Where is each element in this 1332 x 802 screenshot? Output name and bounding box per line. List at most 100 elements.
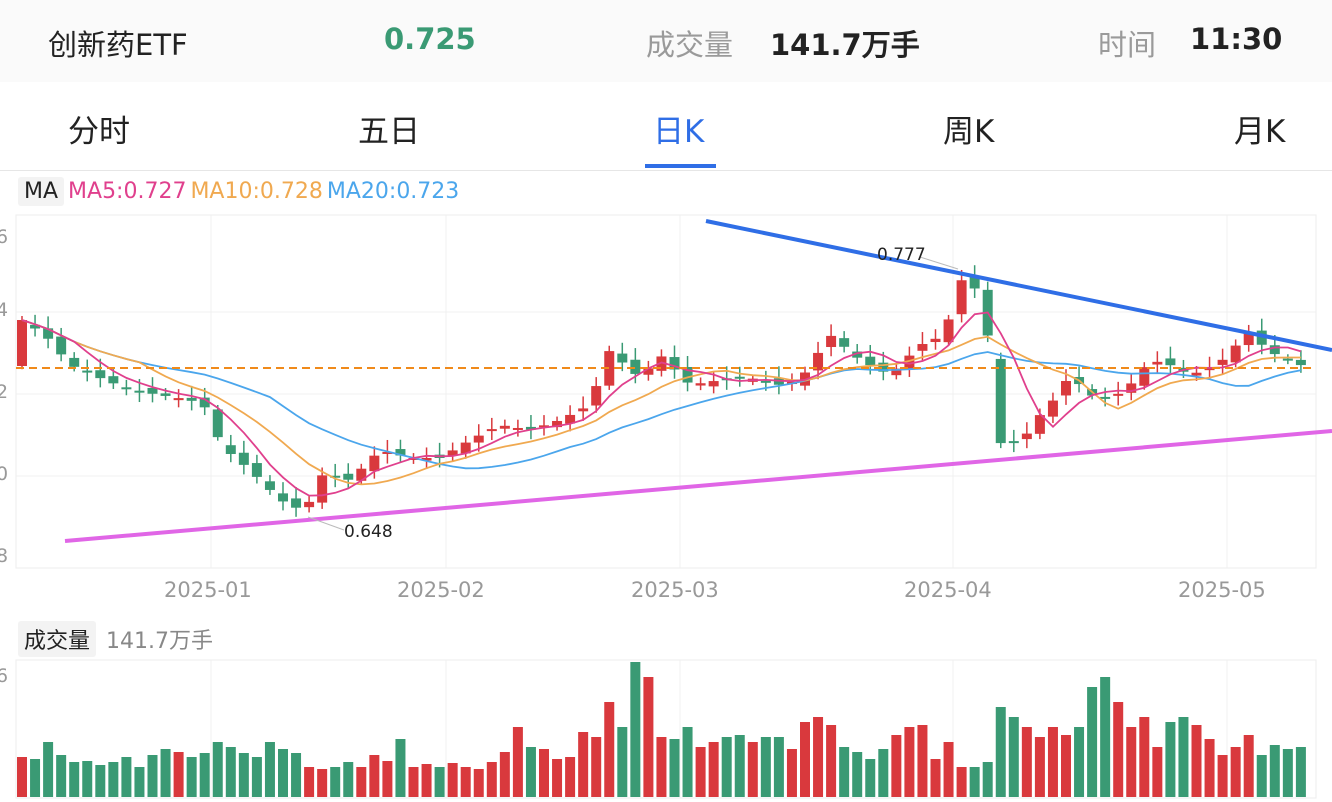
candle <box>395 439 406 463</box>
low-label: 0.648 <box>344 522 393 542</box>
candle <box>95 358 106 388</box>
period-tabs: 分时 五日 日K 周K 月K <box>0 86 1332 171</box>
volume-bar <box>1074 727 1085 797</box>
volume-bar <box>304 767 315 797</box>
volume-bar <box>786 749 797 797</box>
candle <box>43 316 54 349</box>
active-tab-indicator <box>645 164 716 168</box>
candle <box>486 417 497 441</box>
candle <box>447 442 458 463</box>
price-panel-border <box>15 214 1317 569</box>
volume-bar <box>499 752 510 797</box>
candle <box>278 482 288 511</box>
volume-bar <box>904 727 915 797</box>
volume-bar <box>186 757 197 797</box>
candle <box>369 446 380 479</box>
candle <box>1126 374 1137 401</box>
candle <box>421 447 432 470</box>
candle <box>1061 369 1071 405</box>
volume-bar <box>734 735 745 797</box>
ma-indicator-button[interactable]: MA <box>18 177 65 206</box>
volume-bar <box>669 739 680 797</box>
volume-bar <box>30 759 41 797</box>
candle <box>1217 348 1228 374</box>
volume-bar <box>382 761 393 797</box>
candle <box>330 463 341 488</box>
candle <box>525 415 536 440</box>
candle <box>878 351 889 381</box>
volume-bar <box>578 732 589 797</box>
volume-bar <box>721 737 732 797</box>
quote-header: 创新药ETF 0.725 成交量 141.7万手 时间 11:30 <box>0 0 1332 82</box>
candle <box>708 372 719 394</box>
volume-bar <box>747 742 758 797</box>
candle <box>264 475 275 495</box>
support-trendline <box>64 429 1332 543</box>
volume-edge-tick: 6 <box>0 665 8 687</box>
high-label: 0.777 <box>877 245 926 265</box>
price-edge-ticks: 6 4 2 0 8 <box>0 226 8 567</box>
tab-monthly-k[interactable]: 月K <box>1234 114 1286 150</box>
volume-bar <box>95 765 106 797</box>
volume-bar <box>447 763 458 797</box>
volume-bar <box>1139 717 1150 797</box>
candle <box>578 396 589 421</box>
volume-bar <box>1100 677 1111 797</box>
candle <box>734 366 745 387</box>
volume-bar <box>1230 747 1241 797</box>
candle <box>1113 381 1124 406</box>
volume-bar <box>56 755 67 797</box>
candle <box>969 265 980 298</box>
volume-bar <box>108 762 119 797</box>
volume-bar <box>173 752 184 797</box>
volume-bar <box>1152 747 1163 797</box>
candle <box>1282 354 1293 365</box>
volume-bar <box>1269 745 1280 797</box>
candle <box>917 332 928 361</box>
ma10-line <box>21 319 1301 486</box>
volume-bar <box>1047 727 1058 797</box>
candle <box>473 424 484 452</box>
volume-bar <box>408 767 419 797</box>
volume-bar <box>891 735 902 797</box>
y-edge-tick: 8 <box>0 545 8 567</box>
candle <box>891 363 902 380</box>
volume-bar <box>82 761 93 797</box>
volume-bar <box>1178 717 1189 797</box>
candle <box>317 467 328 509</box>
candle <box>826 324 837 357</box>
volume-bar <box>1034 737 1045 797</box>
candle <box>251 454 262 484</box>
tab-daily-k[interactable]: 日K <box>653 114 705 150</box>
tab-intraday[interactable]: 分时 <box>68 114 130 150</box>
candle <box>1139 362 1150 390</box>
volume-bar <box>1165 722 1176 797</box>
volume-bar <box>212 742 223 797</box>
tab-five-day[interactable]: 五日 <box>358 114 420 150</box>
candle <box>552 416 563 431</box>
volume-bar <box>1126 727 1137 797</box>
volume-bar <box>800 722 810 797</box>
candle <box>173 389 184 408</box>
volume-legend-value: 141.7万手 <box>106 629 213 654</box>
resistance-trendline <box>705 219 1332 352</box>
volume-bar <box>343 762 354 797</box>
candle <box>460 435 471 459</box>
candle <box>604 345 615 390</box>
volume-indicator-button[interactable]: 成交量 <box>18 621 97 657</box>
volume-bar <box>434 767 445 797</box>
tab-weekly-k[interactable]: 周K <box>943 114 995 150</box>
volume-bar <box>278 749 288 797</box>
volume-bar <box>630 662 641 797</box>
y-edge-tick: 0 <box>0 463 8 485</box>
volume-bar <box>160 749 171 797</box>
volume-value: 141.7万手 <box>770 28 920 62</box>
candle <box>56 327 67 362</box>
candle <box>565 405 576 432</box>
candle <box>930 329 941 350</box>
volume-bar <box>682 727 693 797</box>
candle <box>238 440 249 475</box>
volume-bar <box>943 742 954 797</box>
volume-bar <box>199 753 210 797</box>
